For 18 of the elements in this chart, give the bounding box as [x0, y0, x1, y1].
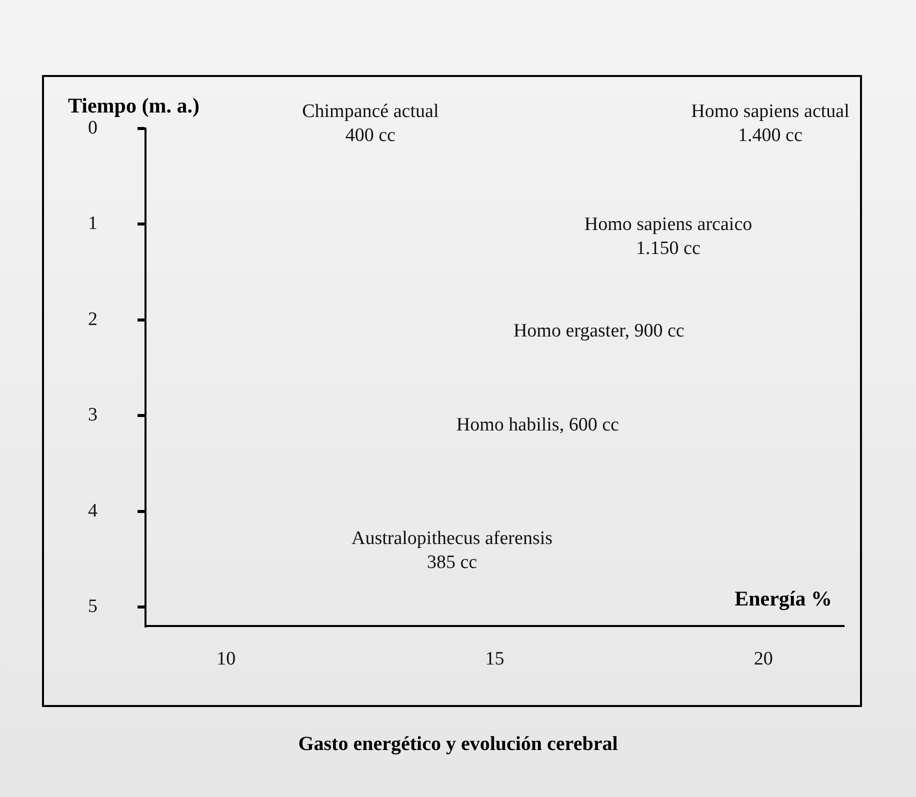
- y-axis-title: Tiempo (m. a.): [68, 93, 200, 118]
- annotation: Homo sapiens actual 1.400 cc: [691, 101, 850, 146]
- y-tick-label: 5: [88, 596, 98, 618]
- x-tick-label: 20: [754, 648, 773, 670]
- annotation: Australopithecus aferensis 385 cc: [351, 528, 553, 574]
- y-tick-label: 0: [88, 117, 98, 138]
- annotation: Homo sapiens arcaico 1.150 cc: [584, 214, 752, 260]
- x-tick-label: 15: [485, 648, 504, 670]
- y-tick-label: 3: [88, 404, 98, 426]
- annotation: Chimpancé actual 400 cc: [302, 101, 439, 146]
- y-tick-label: 4: [88, 500, 98, 522]
- y-tick-label: 1: [88, 213, 98, 234]
- text: Gasto energético y evolución cerebral: [297, 733, 619, 756]
- y-tick-label: 2: [88, 308, 98, 330]
- annotation: Homo habilis, 600 cc: [456, 414, 619, 436]
- x-axis-title: Energía %: [734, 586, 832, 611]
- annotation: Homo ergaster, 900 cc: [513, 320, 684, 342]
- x-tick-label: 10: [216, 648, 236, 670]
